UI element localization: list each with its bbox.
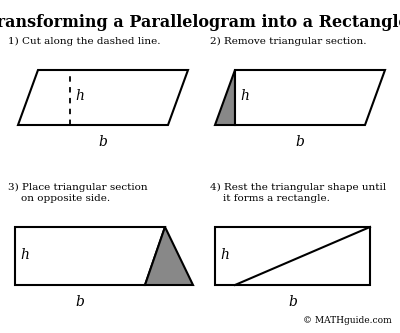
Text: b: b [76, 295, 84, 309]
Text: Transforming a Parallelogram into a Rectangle.: Transforming a Parallelogram into a Rect… [0, 14, 400, 31]
Text: © MATHguide.com: © MATHguide.com [303, 316, 392, 325]
Polygon shape [145, 227, 193, 285]
Text: b: b [288, 295, 297, 309]
Polygon shape [235, 70, 385, 125]
Text: h: h [220, 248, 229, 262]
Text: h: h [75, 89, 84, 104]
Text: 1) Cut along the dashed line.: 1) Cut along the dashed line. [8, 37, 160, 46]
Text: h: h [20, 248, 29, 262]
Text: 2) Remove triangular section.: 2) Remove triangular section. [210, 37, 366, 46]
Polygon shape [18, 70, 188, 125]
Text: b: b [296, 135, 304, 149]
Text: 3) Place triangular section
    on opposite side.: 3) Place triangular section on opposite … [8, 183, 148, 202]
Polygon shape [215, 227, 370, 285]
Text: b: b [98, 135, 108, 149]
Polygon shape [215, 70, 235, 125]
Text: 4) Rest the triangular shape until
    it forms a rectangle.: 4) Rest the triangular shape until it fo… [210, 183, 386, 202]
Text: h: h [240, 89, 249, 104]
Polygon shape [15, 227, 165, 285]
